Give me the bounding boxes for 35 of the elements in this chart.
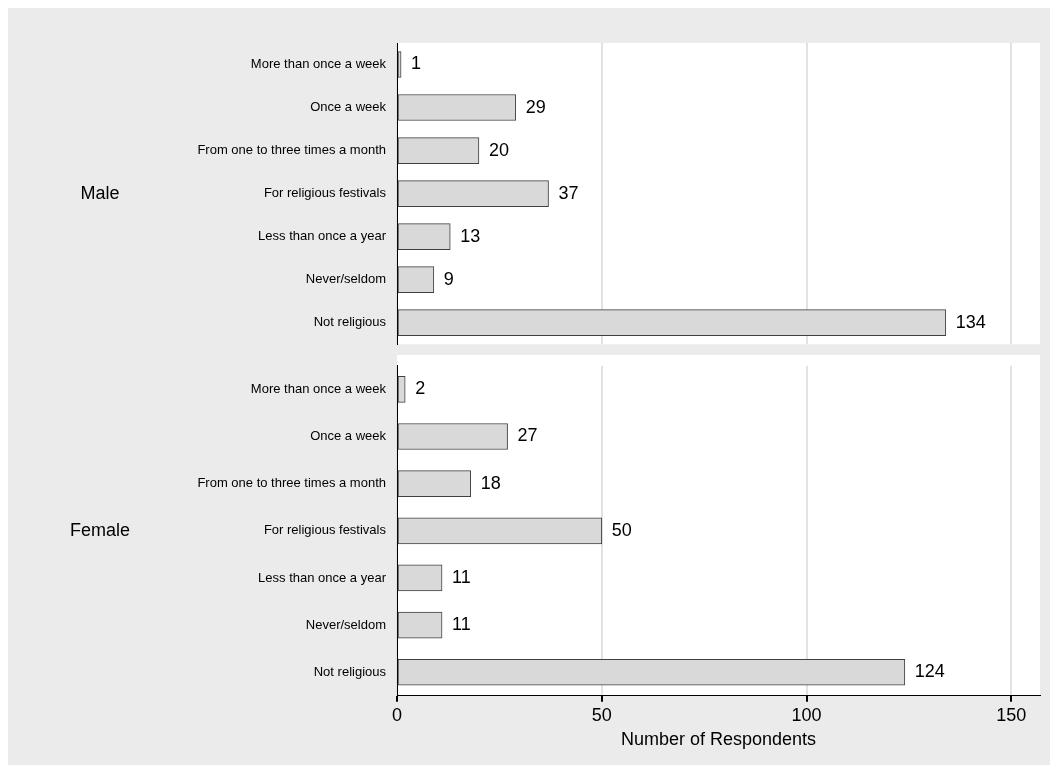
data-label: 2 (415, 378, 426, 399)
y-tick-label: For religious festivals (263, 185, 387, 201)
y-tick-label: From one to three times a month (197, 142, 386, 158)
x-tick-label: 0 (391, 704, 403, 725)
data-label: 13 (460, 225, 481, 246)
y-axis-title: Female (69, 519, 131, 540)
y-tick-label: More than once a week (250, 380, 387, 396)
data-label: 27 (517, 425, 538, 446)
y-tick-label: Once a week (310, 428, 387, 444)
y-tick-label: Less than once a year (258, 228, 387, 244)
y-tick-label: Less than once a year (258, 569, 387, 585)
y-tick-label: Not religious (313, 314, 387, 330)
y-tick-label: From one to three times a month (197, 475, 386, 491)
y-tick-label: Never/seldom (305, 616, 386, 632)
y-tick-label: For religious festivals (263, 522, 387, 538)
data-label: 29 (525, 96, 546, 117)
y-tick-label: Never/seldom (305, 271, 386, 287)
data-label: 124 (914, 661, 945, 682)
y-axis-title: Male (80, 182, 120, 203)
x-tick-label: 150 (996, 704, 1027, 725)
data-label: 11 (452, 566, 471, 587)
data-label: 1 (411, 53, 422, 74)
x-axis-title: Number of Respondents (620, 729, 817, 750)
y-tick-label: Not religious (313, 663, 387, 679)
data-label: 134 (955, 311, 986, 332)
data-label: 9 (443, 268, 454, 289)
data-label: 11 (452, 614, 471, 635)
y-tick-label: More than once a week (250, 56, 387, 72)
x-tick-label: 50 (591, 704, 612, 725)
data-label: 37 (558, 182, 579, 203)
x-tick-label: 100 (791, 704, 822, 725)
data-label: 18 (480, 472, 501, 493)
data-label: 20 (488, 139, 509, 160)
y-tick-label: Once a week (310, 99, 387, 115)
data-label: 50 (611, 519, 632, 540)
